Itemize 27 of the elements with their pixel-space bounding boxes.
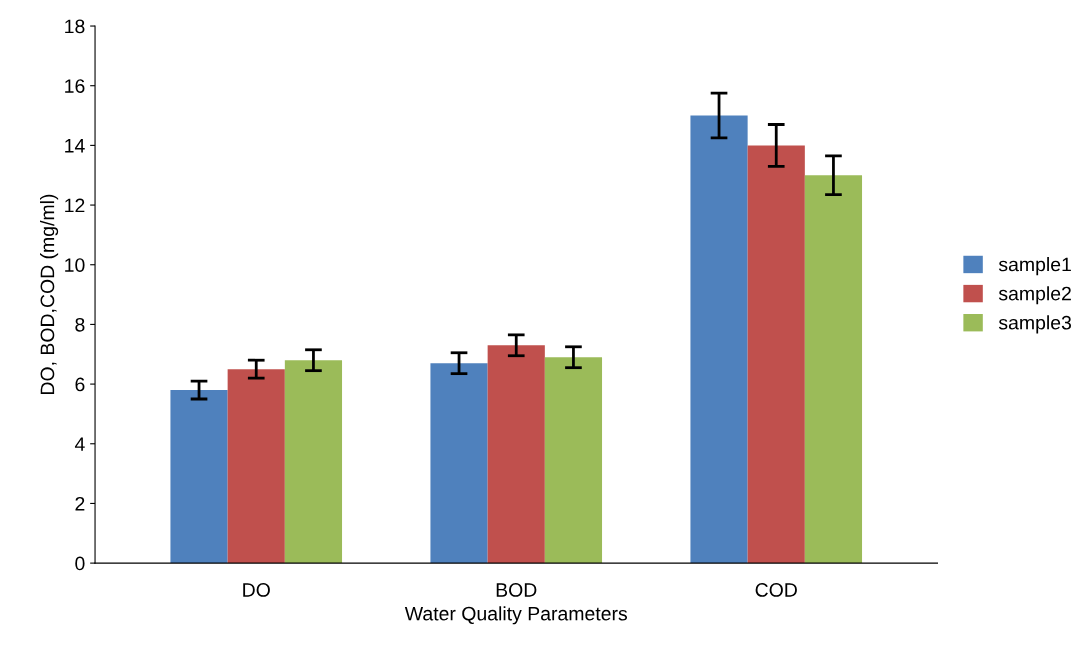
y-tick-label: 6 xyxy=(75,377,85,392)
y-tick-label: 10 xyxy=(65,258,85,272)
bar xyxy=(227,369,285,564)
legend-label: sample3 xyxy=(998,315,1072,334)
x-tick-label: BOD xyxy=(496,583,537,597)
y-tick-label: 12 xyxy=(65,198,85,213)
x-axis-title: Water Quality Parameters xyxy=(404,606,628,625)
legend-label: sample2 xyxy=(998,286,1071,305)
y-axis-title: DO, BOD,COD (mg/ml) xyxy=(40,194,59,394)
bar xyxy=(284,360,343,564)
y-tick-label: 0 xyxy=(75,556,85,571)
y-tick-label: 14 xyxy=(65,139,85,153)
y-tick-label: 8 xyxy=(75,317,85,332)
y-tick-label: 2 xyxy=(75,496,85,511)
bar xyxy=(690,115,748,564)
bar xyxy=(170,390,228,564)
legend-label: sample1 xyxy=(998,257,1071,276)
bar xyxy=(804,175,863,564)
bar xyxy=(747,145,805,564)
y-tick-label: 16 xyxy=(65,79,85,93)
bar xyxy=(544,357,603,564)
bar xyxy=(487,345,545,564)
bar xyxy=(430,363,488,564)
y-tick-label: 18 xyxy=(65,19,85,34)
x-tick-label: COD xyxy=(755,583,797,597)
y-tick-label: 4 xyxy=(74,437,85,451)
x-tick-label: DO xyxy=(243,583,270,597)
